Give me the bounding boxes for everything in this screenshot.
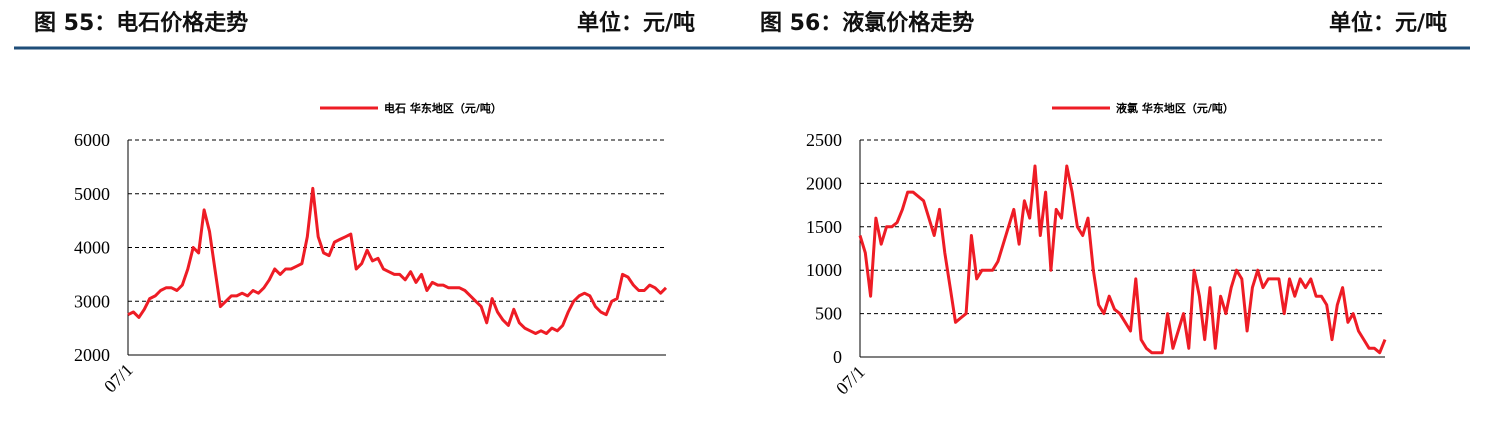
- series-line: [127, 186, 668, 335]
- y-tick-label: 3000: [74, 291, 110, 311]
- y-tick-label: 2000: [74, 345, 110, 365]
- y-tick-label: 2500: [806, 130, 842, 150]
- legend-label: 液氯 华东地区（元/吨）: [1116, 101, 1234, 115]
- y-tick-label: 1500: [806, 217, 842, 237]
- y-tick-label: 4000: [74, 238, 110, 258]
- y-tick-label: 500: [815, 304, 842, 324]
- x-tick-label: 07/1: [100, 360, 137, 397]
- chart-title: 图 55：电石价格走势: [34, 10, 248, 36]
- chart-title: 图 56：液氯价格走势: [760, 10, 974, 36]
- unit-label: 单位：元/吨: [1329, 10, 1447, 36]
- y-tick-label: 5000: [74, 184, 110, 204]
- y-tick-label: 0: [833, 347, 842, 367]
- x-tick-label: 07/1: [832, 362, 869, 399]
- y-tick-label: 1000: [806, 260, 842, 280]
- legend-label: 电石 华东地区（元/吨）: [384, 101, 502, 115]
- series-line: [858, 164, 1387, 355]
- y-tick-label: 6000: [74, 130, 110, 150]
- unit-label: 单位：元/吨: [577, 10, 695, 36]
- y-tick-label: 2000: [806, 173, 842, 193]
